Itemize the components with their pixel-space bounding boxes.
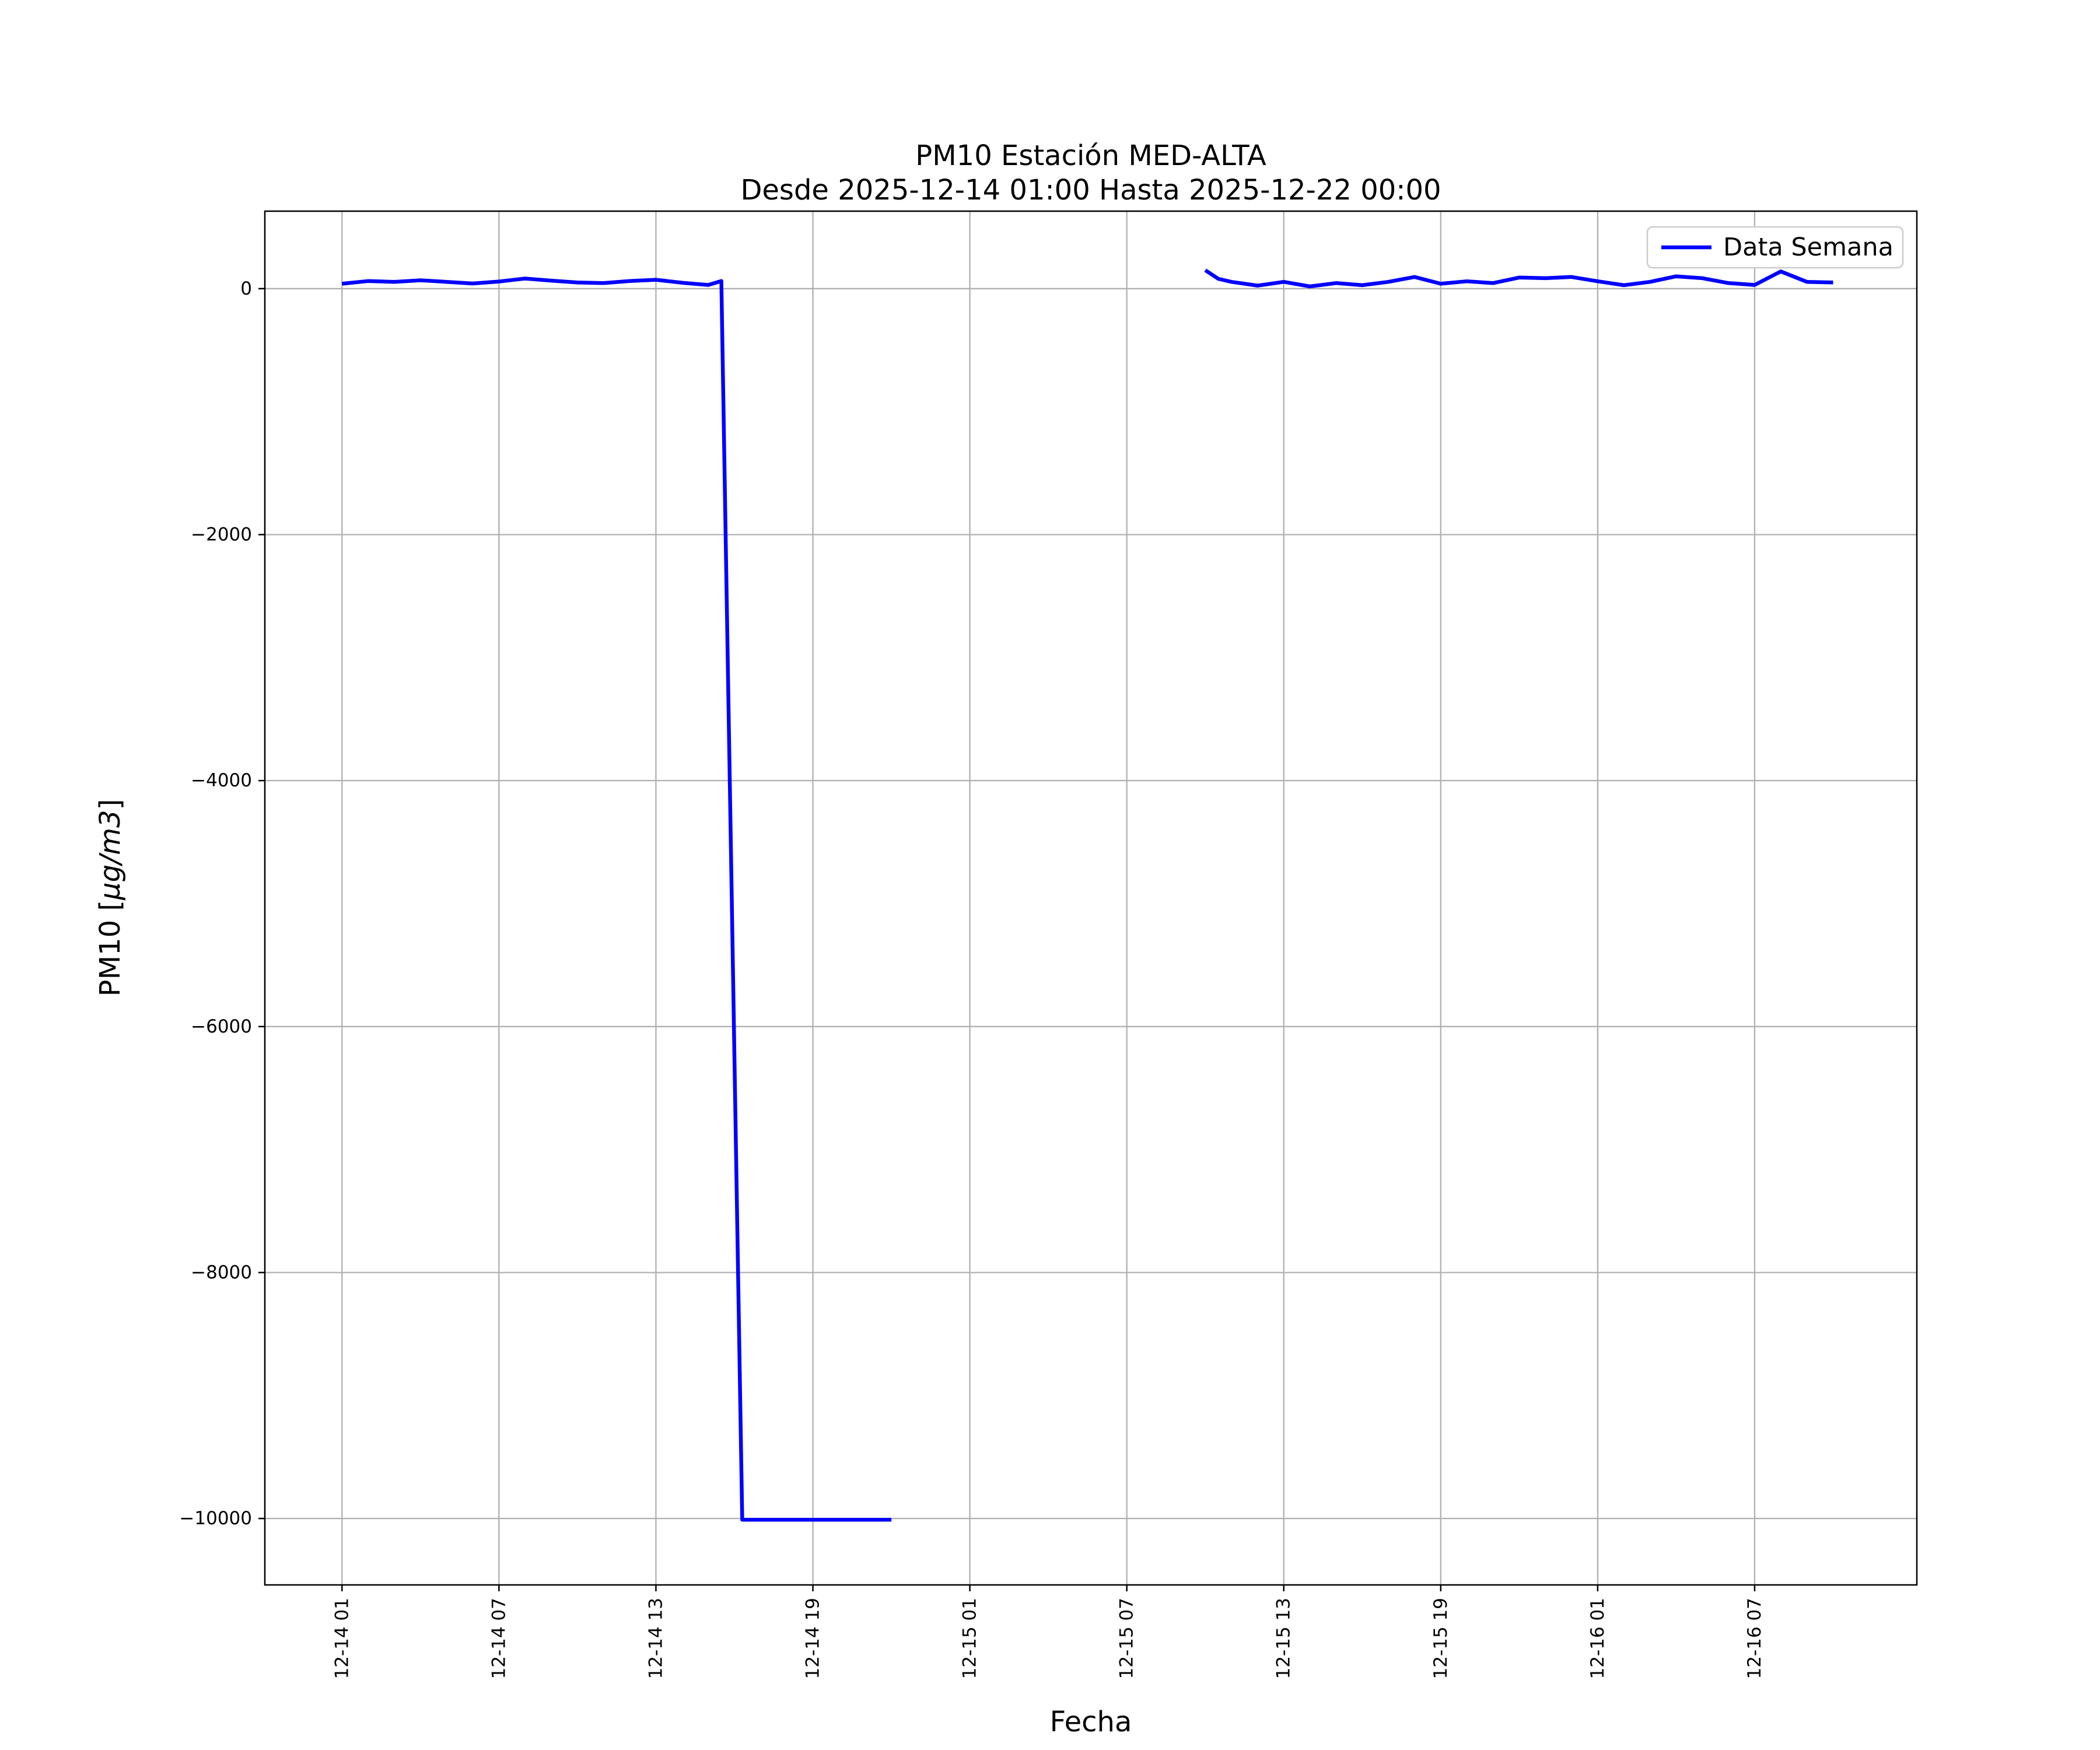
- series-line-segment: [341, 276, 892, 1522]
- y-tick-label: −2000: [191, 524, 252, 545]
- legend: Data Semana: [1646, 226, 1904, 269]
- x-tick-label: 12-16 07: [1744, 1598, 1765, 1679]
- plot-border: [264, 210, 1918, 1586]
- y-axis-label-units: μg/m3: [94, 810, 127, 900]
- chart-title: PM10 Estación MED-ALTA: [915, 139, 1266, 172]
- y-tick-label: −8000: [191, 1262, 252, 1283]
- tick-labels: 12-14 01 12-14 07 12-14 13 12-14 19 12-15 01…: [179, 278, 1765, 1679]
- y-axis-label-post: ]: [94, 799, 127, 810]
- y-tick-label: −10000: [179, 1508, 252, 1529]
- x-axis-label: Fecha: [1050, 1706, 1132, 1738]
- x-tick-label: 12-16 01: [1587, 1598, 1608, 1679]
- x-tick-label: 12-15 01: [960, 1598, 981, 1679]
- y-axis-label: PM10 [μg/m3]: [94, 799, 127, 997]
- x-tick-label: 12-14 07: [488, 1598, 509, 1679]
- x-tick-label: 12-14 13: [645, 1598, 666, 1679]
- x-tick-label: 12-15 07: [1116, 1598, 1138, 1679]
- x-tick-label: 12-15 13: [1273, 1598, 1294, 1679]
- gridlines: [265, 211, 1917, 1585]
- data-series-line: [341, 268, 1833, 1522]
- y-tick-label: −6000: [191, 1016, 252, 1037]
- chart-subtitle: Desde 2025-12-14 01:00 Hasta 2025-12-22 …: [740, 174, 1441, 206]
- y-tick-label: −4000: [191, 770, 252, 791]
- y-tick-label: 0: [240, 278, 252, 299]
- x-tick-label: 12-14 19: [803, 1598, 824, 1679]
- legend-label: Data Semana: [1723, 233, 1894, 262]
- axis-ticks: [258, 288, 1756, 1591]
- x-tick-label: 12-14 01: [331, 1598, 352, 1679]
- y-axis-label-pre: PM10 [: [94, 900, 127, 996]
- series-line-segment: [1204, 268, 1833, 289]
- x-tick-label: 12-15 19: [1430, 1598, 1451, 1679]
- legend-box: [1646, 226, 1904, 269]
